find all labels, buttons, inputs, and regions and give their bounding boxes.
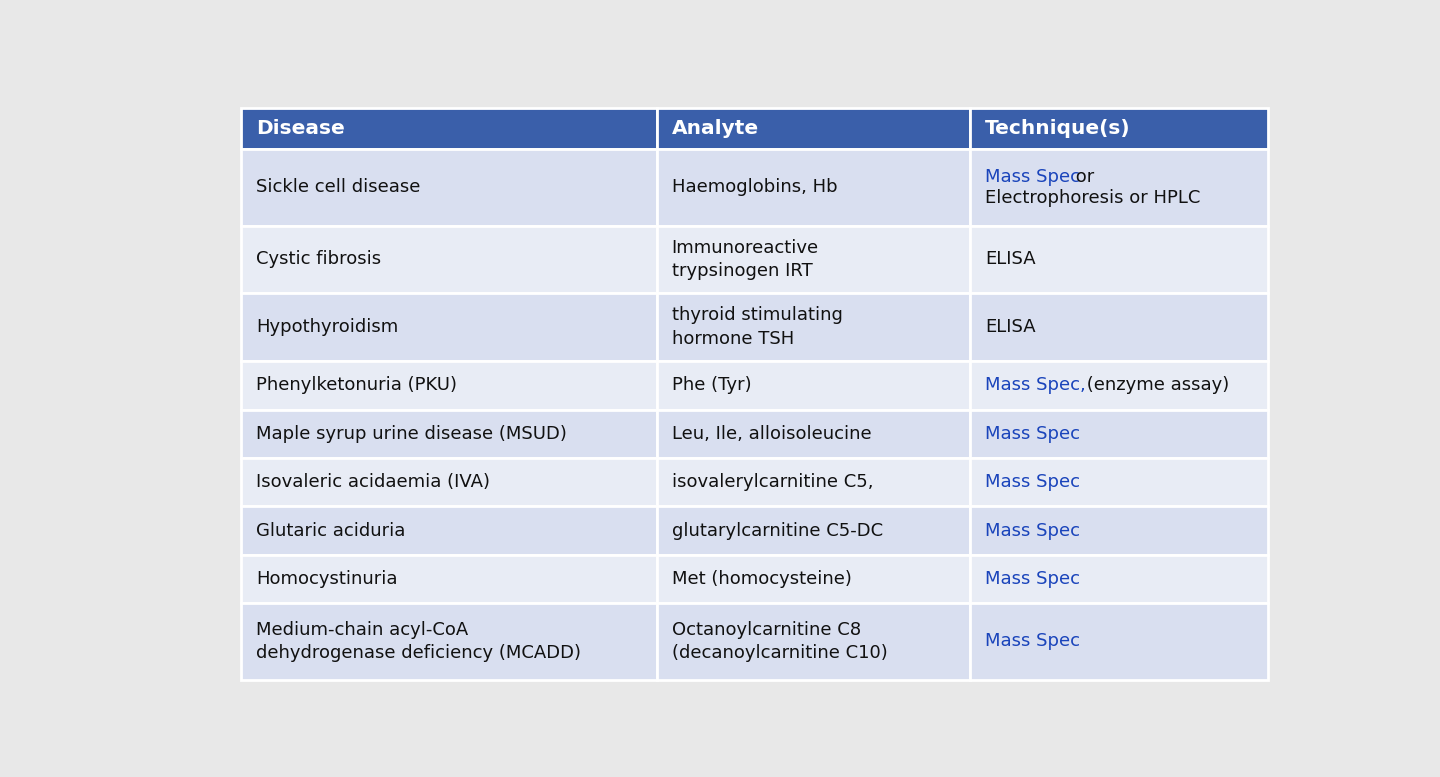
Bar	[971, 149, 1269, 225]
Bar	[657, 294, 971, 361]
Bar	[657, 458, 971, 507]
Bar	[242, 604, 657, 680]
Bar	[971, 225, 1269, 294]
Bar	[242, 149, 657, 225]
Text: Cystic fibrosis: Cystic fibrosis	[256, 250, 382, 268]
Bar	[242, 555, 657, 604]
Text: Electrophoresis or HPLC: Electrophoresis or HPLC	[985, 189, 1200, 207]
Text: Technique(s): Technique(s)	[985, 119, 1130, 138]
Text: Maple syrup urine disease (MSUD): Maple syrup urine disease (MSUD)	[256, 425, 567, 443]
Text: Isovaleric acidaemia (IVA): Isovaleric acidaemia (IVA)	[256, 473, 490, 491]
Text: Hypothyroidism: Hypothyroidism	[256, 319, 397, 336]
Bar	[971, 409, 1269, 458]
Text: Medium-chain acyl-CoA
dehydrogenase deficiency (MCADD): Medium-chain acyl-CoA dehydrogenase defi…	[256, 621, 580, 662]
Text: Mass Spec: Mass Spec	[985, 425, 1080, 443]
Bar	[657, 149, 971, 225]
Bar	[657, 409, 971, 458]
Bar	[657, 507, 971, 555]
Text: ELISA: ELISA	[985, 250, 1035, 268]
Bar	[971, 294, 1269, 361]
Text: Mass Spec: Mass Spec	[985, 570, 1080, 588]
Text: Analyte: Analyte	[671, 119, 759, 138]
Bar	[971, 108, 1269, 149]
Text: Disease: Disease	[256, 119, 344, 138]
Text: Mass Spec: Mass Spec	[985, 168, 1080, 186]
Bar	[242, 294, 657, 361]
Bar	[971, 604, 1269, 680]
Text: glutarylcarnitine C5-DC: glutarylcarnitine C5-DC	[671, 521, 883, 540]
Text: Mass Spec: Mass Spec	[985, 632, 1080, 650]
Text: Phe (Tyr): Phe (Tyr)	[671, 376, 752, 395]
Bar	[971, 507, 1269, 555]
Bar	[971, 361, 1269, 409]
Text: Octanoylcarnitine C8
(decanoylcarnitine C10): Octanoylcarnitine C8 (decanoylcarnitine …	[671, 621, 887, 662]
Bar	[657, 361, 971, 409]
Bar	[971, 458, 1269, 507]
Bar	[242, 361, 657, 409]
Bar	[242, 409, 657, 458]
Text: Mass Spec: Mass Spec	[985, 473, 1080, 491]
Text: Homocystinuria: Homocystinuria	[256, 570, 397, 588]
Text: or: or	[1070, 168, 1094, 186]
Text: Mass Spec: Mass Spec	[985, 521, 1080, 540]
Text: Leu, Ile, alloisoleucine: Leu, Ile, alloisoleucine	[671, 425, 871, 443]
Bar	[657, 604, 971, 680]
Text: Haemoglobins, Hb: Haemoglobins, Hb	[671, 179, 837, 197]
Text: Glutaric aciduria: Glutaric aciduria	[256, 521, 405, 540]
Text: Met (homocysteine): Met (homocysteine)	[671, 570, 851, 588]
Text: ELISA: ELISA	[985, 319, 1035, 336]
Bar	[242, 108, 657, 149]
Text: Immunoreactive
trypsinogen IRT: Immunoreactive trypsinogen IRT	[671, 239, 819, 280]
Text: Mass Spec,: Mass Spec,	[985, 376, 1086, 395]
Text: (enzyme assay): (enzyme assay)	[1081, 376, 1230, 395]
Bar	[242, 225, 657, 294]
Text: Phenylketonuria (PKU): Phenylketonuria (PKU)	[256, 376, 456, 395]
Bar	[657, 555, 971, 604]
Bar	[242, 507, 657, 555]
Bar	[657, 225, 971, 294]
Text: thyroid stimulating
hormone TSH: thyroid stimulating hormone TSH	[671, 306, 842, 348]
Text: isovalerylcarnitine C5,: isovalerylcarnitine C5,	[671, 473, 873, 491]
Bar	[657, 108, 971, 149]
Bar	[971, 555, 1269, 604]
Bar	[242, 458, 657, 507]
Text: Sickle cell disease: Sickle cell disease	[256, 179, 420, 197]
